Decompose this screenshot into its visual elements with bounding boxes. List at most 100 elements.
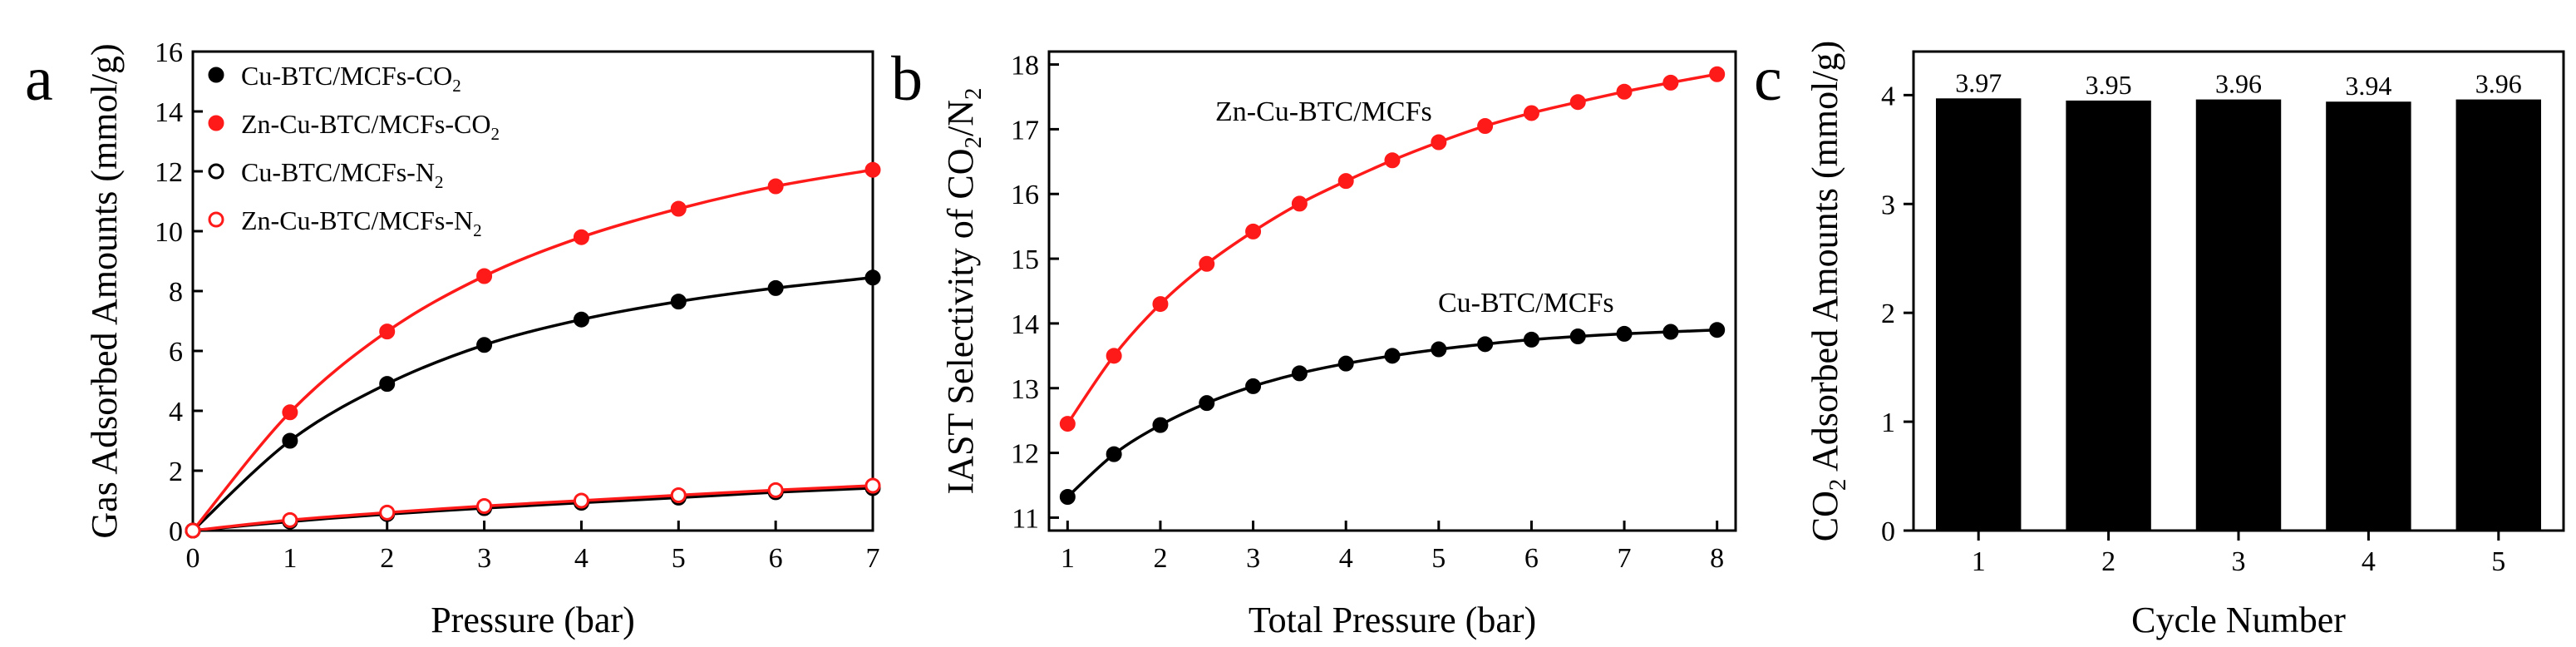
panel-a-x-ticks: 0 1 2 3 4 5 6 7 (186, 521, 880, 574)
data-point-zn-cu-btc-mcfs-n2 (185, 522, 201, 539)
a-x-tick-label: 5 (672, 543, 686, 574)
legend-item-zn-cu-btc-n2: Zn-Cu-BTC/MCFs-N2 (208, 205, 482, 240)
c-x-tick-label: 3 (2232, 546, 2246, 577)
data-point-zn-cu-btc-mcfs-n2 (767, 482, 784, 498)
b-y-tick-label: 16 (1011, 180, 1039, 210)
legend-marker-zn-cu-btc-co2 (208, 115, 224, 131)
data-point-zn-cu-btc-mcfs-co2 (282, 404, 298, 421)
panel-c-letter: c (1754, 44, 1782, 114)
panel-b-letter: b (891, 44, 923, 114)
data-point-zn-cu-btc-mcfs (1291, 195, 1308, 212)
b-y-tick-label: 11 (1012, 503, 1039, 534)
data-point-cu-btc-mcfs (1199, 395, 1215, 412)
b-x-tick-label: 5 (1431, 543, 1446, 574)
c-y-tick-label: 1 (1881, 407, 1895, 438)
legend-label-zn-cu-btc-co2: Zn-Cu-BTC/MCFs-CO2 (241, 109, 500, 144)
series-line-cu-btc-mcfs-n2 (193, 486, 873, 531)
panel-c-x-axis-label: Cycle Number (2131, 600, 2346, 640)
a-x-tick-label: 2 (380, 543, 394, 574)
data-point-zn-cu-btc-mcfs-co2 (379, 324, 396, 340)
panel-a-letter: a (25, 44, 53, 114)
a-x-tick-label: 6 (769, 543, 783, 574)
b-y-tick-label: 14 (1011, 309, 1039, 340)
c-x-tick-label: 1 (1972, 546, 1986, 577)
data-point-zn-cu-btc-mcfs (1337, 173, 1354, 190)
data-point-cu-btc-mcfs (1709, 322, 1726, 338)
data-point-cu-btc-mcfs-co2 (864, 269, 881, 286)
panel-c-x-ticks: 1 2 3 4 5 (1972, 531, 2505, 577)
data-point-zn-cu-btc-mcfs (1199, 255, 1215, 272)
panel-a-y-axis-label: Gas Adsorbed Amounts (mmol/g) (84, 43, 125, 538)
data-point-zn-cu-btc-mcfs-n2 (573, 492, 589, 509)
bar-value-label: 3.95 (2086, 70, 2132, 100)
panel-a-x-axis-label: Pressure (bar) (431, 600, 635, 640)
a-x-tick-label: 4 (574, 543, 589, 574)
a-x-tick-label: 0 (186, 543, 200, 574)
data-point-zn-cu-btc-mcfs (1431, 134, 1447, 151)
data-point-cu-btc-mcfs (1477, 336, 1494, 353)
b-x-tick-label: 1 (1061, 543, 1075, 574)
legend-marker-cu-btc-co2 (208, 67, 224, 83)
legend-label-cu-btc-co2: Cu-BTC/MCFs-CO2 (241, 61, 461, 96)
c-x-tick-label: 5 (2491, 546, 2505, 577)
data-point-cu-btc-mcfs (1523, 331, 1539, 348)
c-y-tick-label: 2 (1881, 299, 1895, 329)
data-point-zn-cu-btc-mcfs (1106, 348, 1122, 364)
b-x-tick-label: 8 (1710, 543, 1724, 574)
data-point-cu-btc-mcfs-co2 (573, 311, 589, 328)
legend-item-cu-btc-co2: Cu-BTC/MCFs-CO2 (208, 61, 461, 96)
panel-b-frame (1047, 50, 1737, 532)
data-point-cu-btc-mcfs (1662, 324, 1679, 340)
legend-item-cu-btc-n2: Cu-BTC/MCFs-N2 (208, 157, 443, 192)
b-y-tick-label: 12 (1011, 439, 1039, 470)
data-point-cu-btc-mcfs (1431, 341, 1447, 358)
bar-value-label: 3.97 (1955, 67, 2002, 97)
panel-a-y-ticks: 0 2 4 6 8 10 12 14 16 (155, 37, 203, 547)
panel-c: c 3.97 3.95 3.96 3.94 3.96 1 2 3 4 5 0 1 2 3 4 Cycle… (1754, 41, 2565, 640)
panel-a-markers (185, 161, 881, 539)
bar-cycle-2 (2066, 100, 2151, 531)
a-x-tick-label: 1 (283, 543, 297, 574)
b-x-tick-label: 2 (1153, 543, 1167, 574)
bar-value-label: 3.96 (2475, 69, 2522, 99)
a-y-tick-label: 10 (155, 217, 183, 248)
bar-cycle-1 (1935, 98, 2022, 531)
data-point-zn-cu-btc-mcfs-co2 (767, 178, 784, 195)
legend-marker-cu-btc-n2 (208, 163, 224, 180)
data-point-zn-cu-btc-mcfs-co2 (476, 268, 493, 284)
data-point-zn-cu-btc-mcfs (1569, 94, 1586, 111)
b-y-tick-label: 17 (1011, 115, 1039, 146)
b-x-tick-label: 7 (1618, 543, 1632, 574)
data-point-cu-btc-mcfs (1384, 348, 1401, 364)
data-point-zn-cu-btc-mcfs (1384, 152, 1401, 169)
data-point-cu-btc-mcfs (1291, 365, 1308, 382)
panel-b-markers (1059, 66, 1726, 506)
data-point-cu-btc-mcfs (1152, 417, 1169, 433)
legend-item-zn-cu-btc-co2: Zn-Cu-BTC/MCFs-CO2 (208, 109, 500, 144)
data-point-zn-cu-btc-mcfs-co2 (864, 161, 881, 178)
data-point-cu-btc-mcfs (1106, 446, 1122, 462)
data-point-cu-btc-mcfs-co2 (767, 279, 784, 296)
data-point-zn-cu-btc-mcfs (1059, 416, 1076, 432)
data-point-cu-btc-mcfs (1569, 328, 1586, 344)
a-y-tick-label: 8 (169, 277, 183, 308)
bar-cycle-5 (2455, 99, 2542, 531)
b-y-tick-label: 15 (1011, 244, 1039, 275)
panel-b-annotation-cu-btc: Cu-BTC/MCFs (1438, 288, 1614, 319)
data-point-zn-cu-btc-mcfs-co2 (670, 200, 687, 217)
data-point-cu-btc-mcfs (1616, 325, 1633, 342)
data-point-cu-btc-mcfs (1337, 355, 1354, 372)
panel-b-x-axis-label: Total Pressure (bar) (1249, 600, 1536, 640)
bar-cycle-3 (2195, 99, 2282, 531)
data-point-zn-cu-btc-mcfs (1616, 83, 1633, 100)
data-point-cu-btc-mcfs-co2 (379, 376, 396, 393)
data-point-zn-cu-btc-mcfs (1152, 296, 1169, 313)
bar-value-label: 3.96 (2215, 69, 2262, 99)
b-y-tick-label: 18 (1011, 51, 1039, 81)
data-point-cu-btc-mcfs-co2 (670, 294, 687, 310)
legend-label-cu-btc-n2: Cu-BTC/MCFs-N2 (241, 157, 443, 192)
c-y-tick-label: 3 (1881, 190, 1895, 220)
panel-c-bars: 3.97 3.95 3.96 3.94 3.96 (1935, 67, 2542, 531)
